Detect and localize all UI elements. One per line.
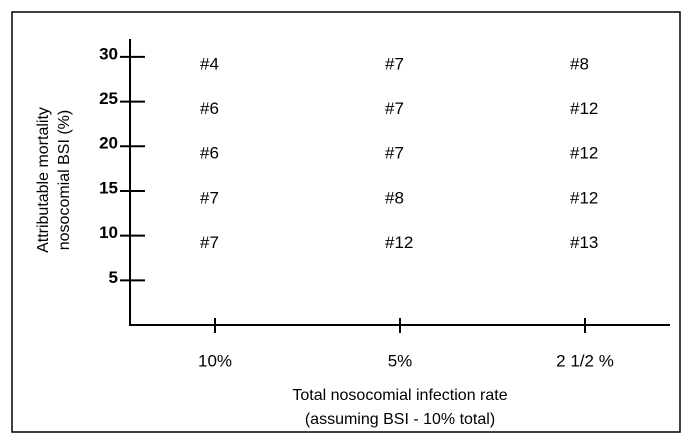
cell-label: #7 bbox=[200, 233, 219, 252]
x-tick-label: 2 1/2 % bbox=[556, 351, 614, 370]
x-tick-label: 5% bbox=[388, 351, 413, 370]
y-tick-label: 20 bbox=[99, 134, 118, 153]
x-axis-label: (assuming BSI - 10% total) bbox=[305, 411, 495, 428]
y-tick-label: 30 bbox=[99, 44, 118, 63]
y-tick-label: 5 bbox=[109, 268, 118, 287]
cell-label: #13 bbox=[570, 233, 598, 252]
y-axis-label: Attributable mortality bbox=[35, 107, 52, 253]
y-tick-label: 15 bbox=[99, 178, 118, 197]
cell-label: #7 bbox=[200, 188, 219, 207]
x-tick-label: 10% bbox=[198, 351, 232, 370]
frame bbox=[11, 11, 681, 433]
y-tick-label: 10 bbox=[99, 223, 118, 242]
cell-label: #8 bbox=[385, 188, 404, 207]
cell-label: #12 bbox=[570, 99, 598, 118]
x-axis-label: Total nosocomial infection rate bbox=[292, 387, 507, 404]
cell-label: #12 bbox=[385, 233, 413, 252]
cell-label: #6 bbox=[200, 144, 219, 163]
y-tick-label: 25 bbox=[99, 89, 118, 108]
y-axis-label: nosocomial BSI (%) bbox=[56, 110, 73, 251]
cell-label: #8 bbox=[570, 54, 589, 73]
cell-label: #7 bbox=[385, 144, 404, 163]
cell-label: #7 bbox=[385, 54, 404, 73]
cell-label: #6 bbox=[200, 99, 219, 118]
cell-label: #12 bbox=[570, 144, 598, 163]
cell-label: #12 bbox=[570, 188, 598, 207]
cell-label: #7 bbox=[385, 99, 404, 118]
cell-label: #4 bbox=[200, 54, 219, 73]
